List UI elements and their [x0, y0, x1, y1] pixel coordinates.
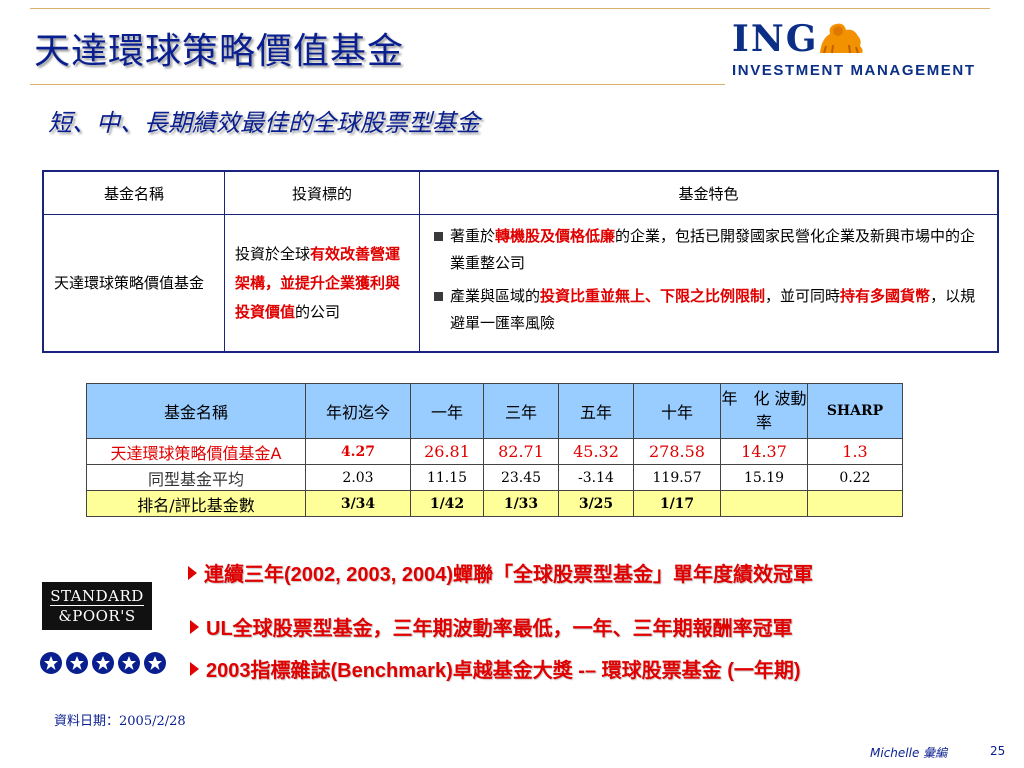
- header-cell: 基金名稱: [86, 383, 306, 439]
- table-row: 排名/評比基金數 3/34 1/42 1/33 3/25 1/17: [86, 490, 903, 517]
- star-icon: [144, 652, 166, 674]
- table-cell: 11.15: [410, 464, 484, 491]
- table-cell: 0.22: [807, 464, 903, 491]
- target-text: 投資於全球: [235, 244, 311, 263]
- table-cell: 26.81: [410, 438, 484, 465]
- data-date: 資料日期：2005/2/28: [54, 714, 186, 729]
- arrow-bullet-icon: [190, 620, 199, 634]
- table-cell: 1.3: [807, 438, 903, 465]
- row-label: 同型基金平均: [86, 464, 306, 491]
- table-row: 天達環球策略價值基金A 4.27 26.81 82.71 45.32 278.5…: [86, 438, 903, 465]
- target-highlight: 有效改善營運架構，並提升企業獲利與投資價值: [235, 244, 401, 321]
- star-icon: [118, 652, 140, 674]
- header-cell: 一年: [410, 383, 484, 439]
- feature-text: 著重於: [450, 227, 496, 245]
- table-cell: 3/34: [305, 490, 411, 517]
- standard-poors-logo: STANDARD &POOR'S: [42, 582, 152, 630]
- header-cell: SHARP: [807, 383, 903, 439]
- slide-title: 天達環球策略價值基金: [34, 31, 405, 72]
- investment-target-cell: 投資於全球有效改善營運架構，並提升企業獲利與投資價值的公司: [224, 214, 420, 353]
- header-cell: 十年: [633, 383, 721, 439]
- rating-stars: [40, 652, 170, 676]
- fund-features-cell: 著重於轉機股及價格低廉的企業，包括已開發國家民營化企業及新興市場中的企業重整公司…: [419, 214, 999, 353]
- table-cell: 2.03: [305, 464, 411, 491]
- top-rule: [30, 8, 990, 9]
- logo-tagline: INVESTMENT MANAGEMENT: [732, 62, 976, 79]
- subtitle: 短、中、長期績效最佳的全球股票型基金: [48, 109, 480, 137]
- table-cell: 278.58: [633, 438, 721, 465]
- table-row: 同型基金平均 2.03 11.15 23.45 -3.14 119.57 15.…: [86, 464, 903, 491]
- feature-text: 產業與區域的: [450, 287, 541, 305]
- lion-icon: [820, 23, 863, 54]
- arrow-bullet-icon: [190, 662, 199, 676]
- feature-highlight: 投資比重並無上、下限之比例限制: [540, 287, 766, 305]
- table-cell: 82.71: [483, 438, 559, 465]
- award-item: 連續三年(2002, 2003, 2004)蟬聯「全球股票型基金」單年度績效冠軍: [188, 558, 813, 587]
- star-icon: [92, 652, 114, 674]
- fund-name-cell: 天達環球策略價值基金: [42, 214, 225, 353]
- row-label: 天達環球策略價值基金A: [86, 438, 306, 465]
- table-cell: 45.32: [558, 438, 634, 465]
- performance-table: 基金名稱 年初迄今 一年 三年 五年 十年 年 化 波動率 SHARP 天達環球…: [86, 383, 903, 517]
- header-cell: 基金特色: [419, 170, 999, 215]
- table-cell: [720, 490, 808, 517]
- feature-item: 著重於轉機股及價格低廉的企業，包括已開發國家民營化企業及新興市場中的企業重整公司: [434, 223, 987, 277]
- table-cell: 14.37: [720, 438, 808, 465]
- fund-overview-table: 基金名稱 投資標的 基金特色 天達環球策略價值基金 投資於全球有效改善營運架構，…: [42, 170, 999, 353]
- header-cell: 五年: [558, 383, 634, 439]
- row-label: 排名/評比基金數: [86, 490, 306, 517]
- sp-logo-line2: &POOR'S: [58, 607, 136, 625]
- footer-author: Michelle 彙編: [870, 746, 948, 760]
- table-cell: 23.45: [483, 464, 559, 491]
- feature-item: 產業與區域的投資比重並無上、下限之比例限制，並可同時持有多國貨幣，以規避單一匯率…: [434, 283, 987, 337]
- feature-highlight: 轉機股及價格低廉: [495, 227, 616, 245]
- award-text: UL全球股票型基金，三年期波動率最低，一年、三年期報酬率冠軍: [206, 618, 793, 640]
- award-text: 連續三年(2002, 2003, 2004)蟬聯「全球股票型基金」單年度績效冠軍: [204, 564, 814, 586]
- feature-text: ，並可同時: [765, 287, 841, 305]
- table-cell: 119.57: [633, 464, 721, 491]
- ing-logo: ING INVESTMENT MANAGEMENT: [732, 16, 990, 84]
- table-cell: [807, 490, 903, 517]
- table-header-row: 基金名稱 年初迄今 一年 三年 五年 十年 年 化 波動率 SHARP: [86, 383, 903, 439]
- table-cell: 1/42: [410, 490, 484, 517]
- feature-text: ，以規避單一匯率風險: [450, 287, 976, 332]
- star-icon: [40, 652, 62, 674]
- bullet-square-icon: [434, 232, 443, 241]
- award-item: 2003指標雜誌(Benchmark)卓越基金大獎 -– 環球股票基金 (一年期…: [190, 654, 801, 683]
- table-cell: 1/33: [483, 490, 559, 517]
- arrow-bullet-icon: [188, 566, 197, 580]
- table-cell: 4.27: [305, 438, 411, 465]
- table-row: 天達環球策略價值基金 投資於全球有效改善營運架構，並提升企業獲利與投資價值的公司…: [42, 214, 999, 353]
- table-cell: 1/17: [633, 490, 721, 517]
- sp-logo-line1: STANDARD: [50, 587, 144, 606]
- header-cell: 投資標的: [224, 170, 420, 215]
- header-cell: 三年: [483, 383, 559, 439]
- target-text: 的公司: [295, 302, 341, 321]
- star-icon: [66, 652, 88, 674]
- award-text: 2003指標雜誌(Benchmark)卓越基金大獎 -– 環球股票基金 (一年期…: [206, 660, 801, 682]
- page-number: 25: [990, 744, 1006, 758]
- award-item: UL全球股票型基金，三年期波動率最低，一年、三年期報酬率冠軍: [190, 612, 793, 641]
- bullet-square-icon: [434, 292, 443, 301]
- feature-highlight: 持有多國貨幣: [840, 287, 931, 305]
- table-cell: 3/25: [558, 490, 634, 517]
- header-cell: 年初迄今: [305, 383, 411, 439]
- row-label-text: 天達環球策略價值基金A: [110, 443, 282, 463]
- header-cell: 年 化 波動率: [720, 383, 808, 439]
- feature-text: 的企業，包括已開發國家民營化企業及新興市場中的企業重整公司: [450, 227, 976, 272]
- title-rule: [30, 84, 725, 85]
- logo-brand: ING: [732, 18, 819, 60]
- table-cell: 15.19: [720, 464, 808, 491]
- header-cell: 基金名稱: [42, 170, 225, 215]
- table-header-row: 基金名稱 投資標的 基金特色: [42, 170, 999, 215]
- table-cell: -3.14: [558, 464, 634, 491]
